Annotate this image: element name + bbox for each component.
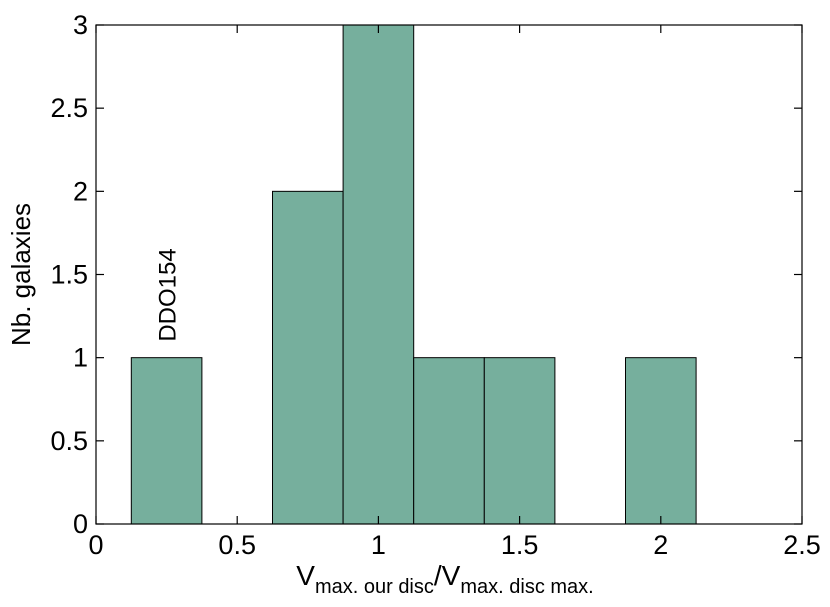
ticks-group [95,24,803,525]
y-tick-label: 3 [73,10,88,40]
histogram-bar-4 [413,357,485,525]
y-tick-label: 1 [73,343,88,373]
tick-labels-group: 0 0.5 1 1.5 2 2.5 0 0.5 1 1.5 2 2.5 3 [50,10,820,560]
histogram-bar-1 [130,357,203,525]
bars-group [130,24,697,525]
histogram-bar-2 [272,190,344,525]
histogram-bar-3 [342,24,415,525]
histogram-bar-5 [483,357,556,525]
x-tick-label: 2.5 [783,530,821,560]
x-label-slash-v2: /V [434,560,461,591]
x-tick-label: 1 [371,530,386,560]
y-axis-label: Nb. galaxies [6,203,36,346]
y-tick-label: 2.5 [50,93,88,123]
x-tick-label: 0 [88,530,103,560]
x-label-sub2: max. disc max. [460,576,593,598]
x-tick-label: 2 [653,530,668,560]
x-label-sub1: max. our disc [315,576,434,598]
x-tick-label: 0.5 [218,530,256,560]
x-tick-label: 1.5 [501,530,539,560]
y-tick-label: 1.5 [50,260,88,290]
y-tick-label: 0.5 [50,426,88,456]
histogram-bar-6 [625,357,697,525]
y-tick-label: 2 [73,176,88,206]
x-label-v1: V [296,560,315,591]
y-tick-label: 0 [73,509,88,539]
x-axis-label: Vmax. our disc/Vmax. disc max. [296,560,593,598]
annotation-label: DDO154 [155,248,182,341]
annotations-group: DDO154 [155,248,182,341]
